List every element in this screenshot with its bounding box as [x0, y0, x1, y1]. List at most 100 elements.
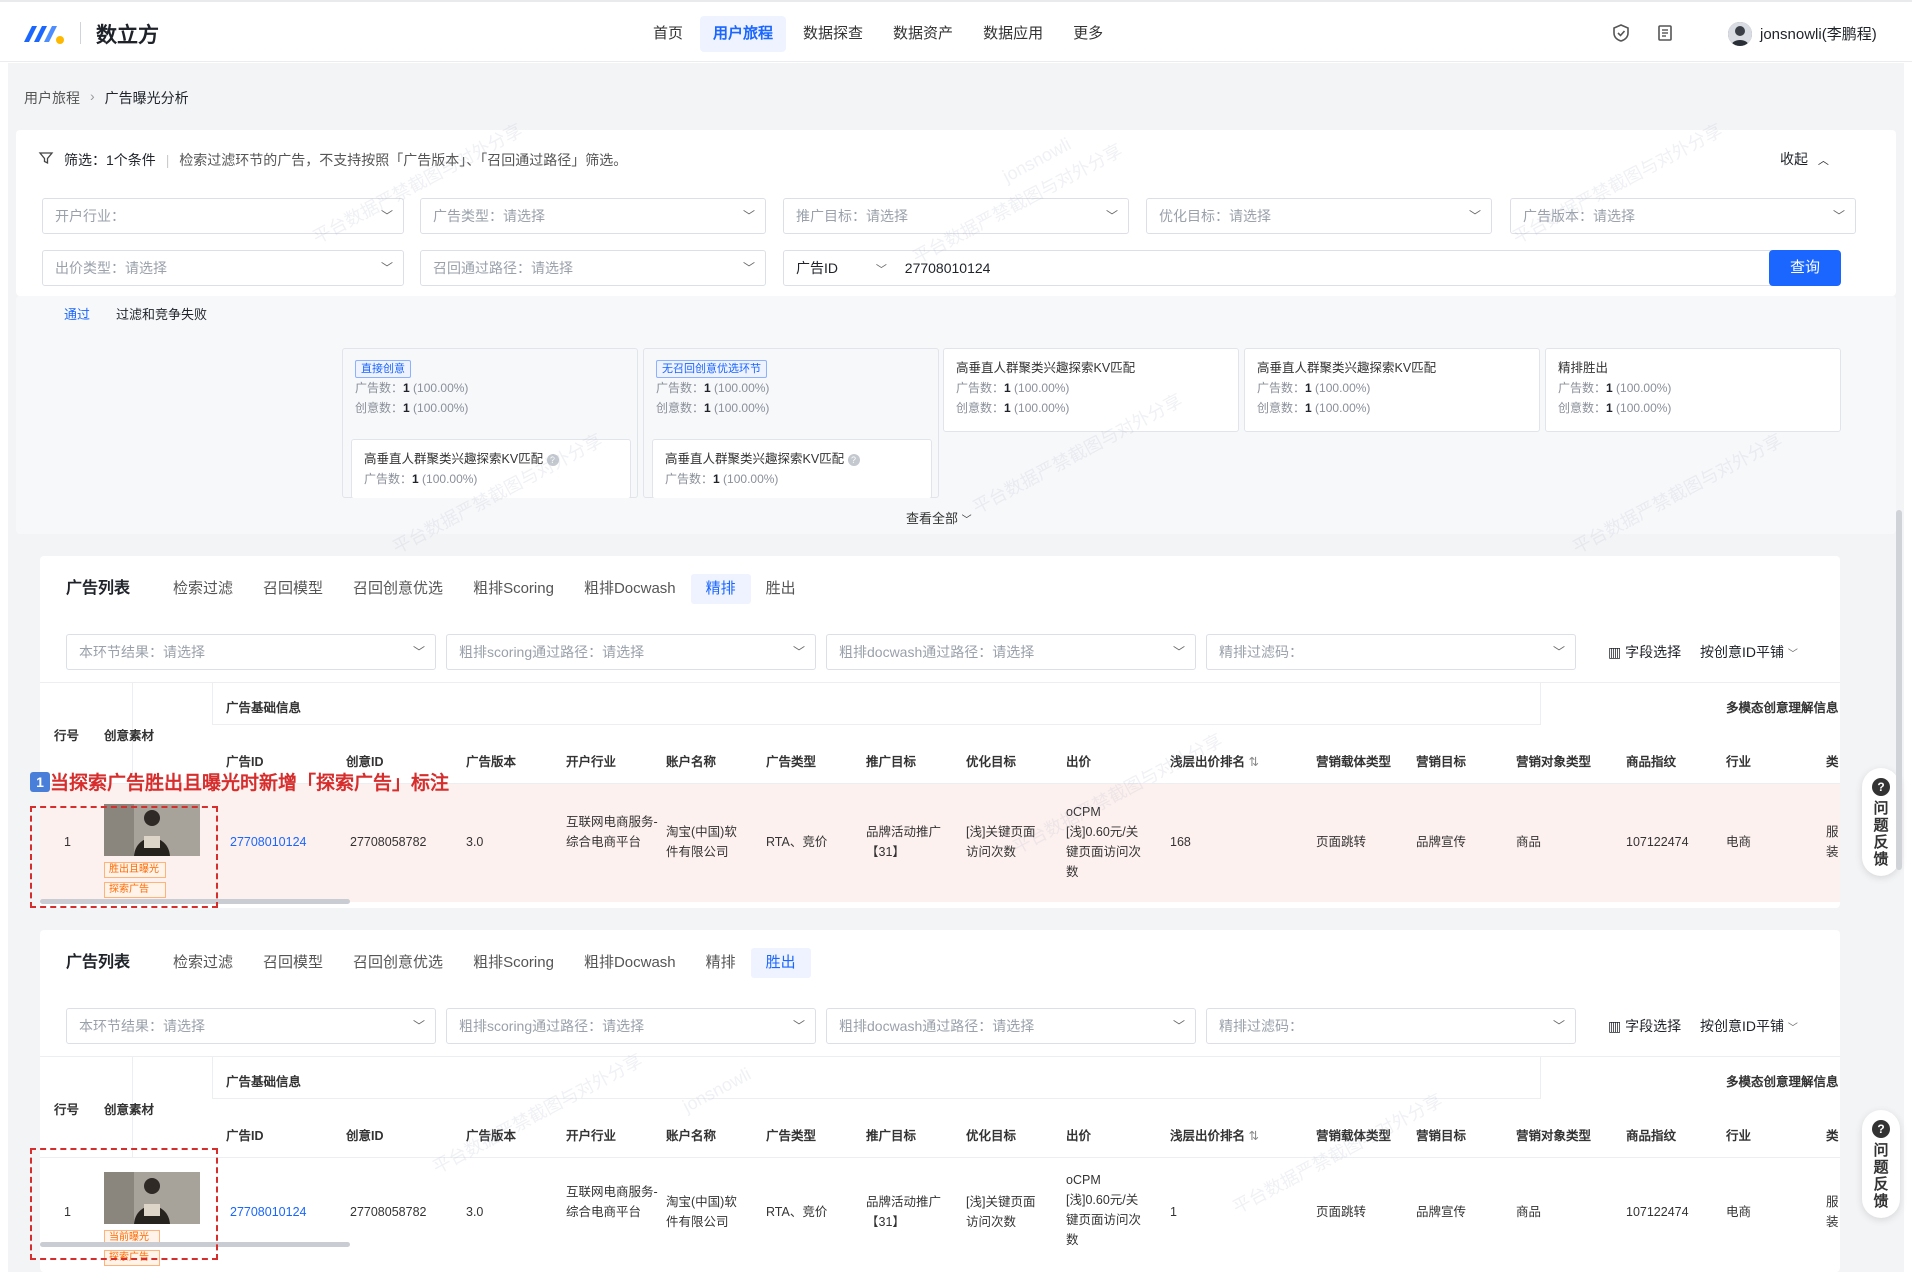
table-row[interactable]: 1 胜出且曝光 探索广告 27708010124 27708058782 3.0… [40, 784, 1840, 902]
select-ad-type[interactable]: 广告类型：请选择 ﹀ [420, 198, 766, 234]
col-rank[interactable]: 浅层出价排名 ⇅ [1170, 751, 1259, 770]
sort-icon[interactable]: ⇅ [1248, 755, 1259, 769]
col-rank-label: 浅层出价排名 [1170, 755, 1246, 769]
expand-by-button[interactable]: 按创意ID平铺 ﹀ [1700, 642, 1798, 662]
feedback-button[interactable]: ? 问题反馈 [1862, 768, 1900, 876]
stage-creative-value: 1 [1305, 401, 1312, 415]
stage-card-ranking-win[interactable]: 精排胜出 广告数：1 (100.00%) 创意数：1 (100.00%) [1545, 348, 1841, 432]
sub-stage-card[interactable]: 高垂直人群聚类兴趣探索KV匹配 ? 广告数：1 (100.00%) [351, 439, 631, 499]
breadcrumb-parent[interactable]: 用户旅程 [24, 90, 80, 106]
tab-pass[interactable]: 通过 [64, 307, 91, 322]
tab-coarse-docwash[interactable]: 粗排Docwash [583, 954, 676, 971]
tab-recall-creative[interactable]: 召回创意优选 [353, 954, 444, 971]
select-scoring-path[interactable]: 粗排scoring通过路径：请选择 ﹀ [446, 634, 816, 670]
tab-coarse-scoring[interactable]: 粗排Scoring [473, 580, 554, 597]
sub-stage-title: 高垂直人群聚类兴趣探索KV匹配 [665, 452, 845, 466]
horizontal-scrollbar[interactable] [40, 899, 350, 904]
select-fine-filter-code[interactable]: 精排过滤码： ﹀ [1206, 1008, 1576, 1044]
field-select-button[interactable]: ▥ 字段选择 [1608, 1016, 1681, 1036]
help-icon[interactable]: ? [847, 454, 860, 466]
stage-card-no-recall[interactable]: 无召回创意优选环节 广告数：1 (100.00%) 创意数：1 (100.00%… [643, 348, 939, 499]
select-stage-result[interactable]: 本环节结果：请选择 ﹀ [66, 634, 436, 670]
stage-card-kv-match-2[interactable]: 高垂直人群聚类兴趣探索KV匹配 广告数：1 (100.00%) 创意数：1 (1… [1244, 348, 1540, 432]
help-icon[interactable]: ? [546, 454, 559, 466]
sub-stage-ad-value: 1 [412, 472, 419, 486]
select-fine-filter-code[interactable]: 精排过滤码： ﹀ [1206, 634, 1576, 670]
user-name[interactable]: jonsnowli(李鹏程) [1760, 26, 1877, 43]
shield-icon[interactable] [1610, 22, 1632, 44]
horizontal-scrollbar[interactable] [40, 1242, 350, 1247]
col-rank[interactable]: 浅层出价排名 ⇅ [1170, 1125, 1259, 1144]
feedback-button[interactable]: ? 问题反馈 [1862, 1110, 1900, 1218]
stage-ad-pct: (100.00%) [1616, 381, 1672, 395]
stage-card-direct-creative[interactable]: 直接创意 广告数：1 (100.00%) 创意数：1 (100.00%) 高垂直… [342, 348, 638, 499]
expand-by-label: 按创意ID平铺 [1700, 644, 1784, 660]
avatar[interactable] [1728, 22, 1752, 46]
columns-icon: ▥ [1608, 1018, 1622, 1034]
view-all-button[interactable]: 查看全部 ﹀ [906, 508, 972, 527]
tab-ad-list[interactable]: 广告列表 [66, 580, 131, 597]
expand-by-button[interactable]: 按创意ID平铺 ﹀ [1700, 1016, 1798, 1036]
id-type-select[interactable]: 广告ID [796, 260, 838, 276]
tab-recall-creative[interactable]: 召回创意优选 [353, 580, 444, 597]
stage-ad-label: 广告数： [1558, 381, 1607, 395]
brand-separator [80, 22, 81, 44]
nav-data-assets[interactable]: 数据资产 [893, 25, 954, 42]
stage-ad-pct: (100.00%) [1014, 381, 1070, 395]
logo-icon[interactable] [22, 20, 68, 46]
cell-promo-goal: 品牌活动推广【31】 [866, 825, 942, 859]
select-industry[interactable]: 开户行业： ﹀ [42, 198, 404, 234]
table-header: 行号 创意素材 广告基础信息 多模态创意理解信息 广告ID 创意ID 广告版本 … [40, 682, 1840, 785]
tab-winner[interactable]: 胜出 [765, 580, 796, 597]
nav-home[interactable]: 首页 [653, 25, 684, 42]
tab-retrieval-filter[interactable]: 检索过滤 [173, 954, 234, 971]
tab-recall-model[interactable]: 召回模型 [263, 580, 324, 597]
stage-ad-value: 1 [704, 381, 711, 395]
select-docwash-path[interactable]: 粗排docwash通过路径：请选择 ﹀ [826, 634, 1196, 670]
id-search-input[interactable]: 27708010124 [904, 260, 991, 276]
nav-more[interactable]: 更多 [1073, 25, 1104, 42]
tab-filter-fail[interactable]: 过滤和竞争失败 [116, 307, 208, 322]
tab-fine-ranking[interactable]: 精排 [690, 574, 751, 604]
stage-card-kv-match-1[interactable]: 高垂直人群聚类兴趣探索KV匹配 广告数：1 (100.00%) 创意数：1 (1… [943, 348, 1239, 432]
nav-data-explore[interactable]: 数据探查 [803, 25, 864, 42]
nav-data-apps[interactable]: 数据应用 [983, 25, 1044, 42]
select-stage-result-label: 本环节结果：请选择 [79, 644, 205, 660]
vertical-scrollbar[interactable] [1896, 510, 1902, 870]
query-button[interactable]: 查询 [1769, 250, 1841, 286]
select-opt-goal[interactable]: 优化目标：请选择 ﹀ [1146, 198, 1492, 234]
table-row[interactable]: 1 当前曝光 探索广告 27708010124 27708058782 3.0 … [40, 1158, 1840, 1268]
select-scoring-path[interactable]: 粗排scoring通过路径：请选择 ﹀ [446, 1008, 816, 1044]
tab-retrieval-filter[interactable]: 检索过滤 [173, 580, 234, 597]
tab-ad-list[interactable]: 广告列表 [66, 954, 131, 971]
chevron-down-icon: ﹀ [1552, 1019, 1565, 1033]
cell-ad-id[interactable]: 27708010124 [230, 835, 307, 849]
tab-coarse-docwash[interactable]: 粗排Docwash [583, 580, 676, 597]
document-icon[interactable] [1654, 22, 1676, 44]
select-bid-type-label: 出价类型：请选择 [55, 260, 167, 276]
select-promo-goal[interactable]: 推广目标：请选择 ﹀ [783, 198, 1129, 234]
tab-fine-ranking[interactable]: 精排 [705, 954, 736, 971]
select-recall-path[interactable]: 召回通过路径：请选择 ﹀ [420, 250, 766, 286]
collapse-button[interactable]: 收起 ︿ [1780, 149, 1829, 169]
cell-ad-type: RTA、竞价 [766, 835, 828, 849]
ad-list-panel-winner: 广告列表 检索过滤 召回模型 召回创意优选 粗排Scoring 粗排Docwas… [40, 930, 1840, 1272]
sort-icon[interactable]: ⇅ [1248, 1129, 1259, 1143]
stage-ad-value: 1 [1606, 381, 1613, 395]
tab-coarse-scoring[interactable]: 粗排Scoring [473, 954, 554, 971]
col-marketing-goal: 营销目标 [1416, 755, 1467, 769]
stage-creative-pct: (100.00%) [1315, 401, 1371, 415]
tab-winner[interactable]: 胜出 [750, 948, 811, 978]
select-docwash-path[interactable]: 粗排docwash通过路径：请选择 ﹀ [826, 1008, 1196, 1044]
nav-user-journey[interactable]: 用户旅程 [700, 16, 787, 52]
select-stage-result[interactable]: 本环节结果：请选择 ﹀ [66, 1008, 436, 1044]
id-search-field[interactable]: 广告ID ﹀ 27708010124 [783, 250, 1783, 286]
annotation-number: 1 [30, 772, 50, 792]
tab-recall-model[interactable]: 召回模型 [263, 954, 324, 971]
cell-ad-id[interactable]: 27708010124 [230, 1205, 307, 1219]
select-bid-type[interactable]: 出价类型：请选择 ﹀ [42, 250, 404, 286]
select-ad-version[interactable]: 广告版本：请选择 ﹀ [1510, 198, 1856, 234]
creative-thumbnail[interactable]: 胜出且曝光 探索广告 [104, 804, 200, 898]
sub-stage-card[interactable]: 高垂直人群聚类兴趣探索KV匹配 ? 广告数：1 (100.00%) [652, 439, 932, 499]
field-select-button[interactable]: ▥ 字段选择 [1608, 642, 1681, 662]
